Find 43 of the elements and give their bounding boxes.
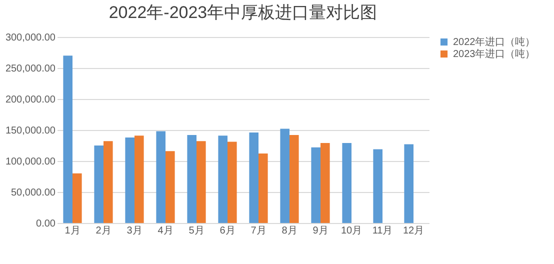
y-tick-label: 200,000.00 xyxy=(5,94,56,106)
bar xyxy=(311,147,320,223)
x-tick-label: 4月 xyxy=(158,226,174,236)
y-tick-label: 100,000.00 xyxy=(5,156,56,168)
x-tick-label: 12月 xyxy=(402,226,424,236)
y-tick-label: 50,000.00 xyxy=(11,188,56,198)
x-tick-label: 10月 xyxy=(340,226,362,236)
bar xyxy=(94,146,104,223)
y-tick-label: 250,000.00 xyxy=(5,64,56,74)
bar xyxy=(125,137,134,223)
bar xyxy=(320,143,330,223)
bar xyxy=(228,142,237,223)
x-tick-label: 1月 xyxy=(64,226,80,236)
x-tick-label: 6月 xyxy=(220,226,236,236)
x-tick-label: 3月 xyxy=(126,226,142,236)
x-tick-label: 8月 xyxy=(282,226,298,236)
bar xyxy=(166,151,175,223)
x-tick-label: 5月 xyxy=(188,226,204,236)
bar xyxy=(404,144,414,223)
bar xyxy=(104,141,113,223)
x-tick-label: 9月 xyxy=(312,226,328,236)
bar xyxy=(196,141,206,223)
legend-label: 2023年进口（吨） xyxy=(453,48,536,60)
bar xyxy=(218,136,228,223)
x-tick-label: 11月 xyxy=(372,226,393,236)
bar xyxy=(342,143,352,223)
x-tick-label: 7月 xyxy=(250,226,266,236)
bar xyxy=(290,134,299,223)
chart-title: 2022年-2023年中厚板进口量对比图 xyxy=(108,3,378,22)
bar xyxy=(258,154,268,223)
bar xyxy=(187,134,196,223)
bar xyxy=(249,132,258,223)
bar xyxy=(373,149,382,223)
y-tick-label: 150,000.00 xyxy=(5,126,56,136)
bar xyxy=(63,56,72,223)
y-tick-label: 0.00 xyxy=(36,218,56,230)
legend-label: 2022年进口（吨） xyxy=(453,36,536,48)
bar xyxy=(156,131,166,223)
bar xyxy=(280,128,290,223)
bar xyxy=(72,173,82,223)
bar xyxy=(134,136,144,223)
y-tick-label: 300,000.00 xyxy=(5,32,56,44)
x-tick-label: 2月 xyxy=(96,226,112,236)
